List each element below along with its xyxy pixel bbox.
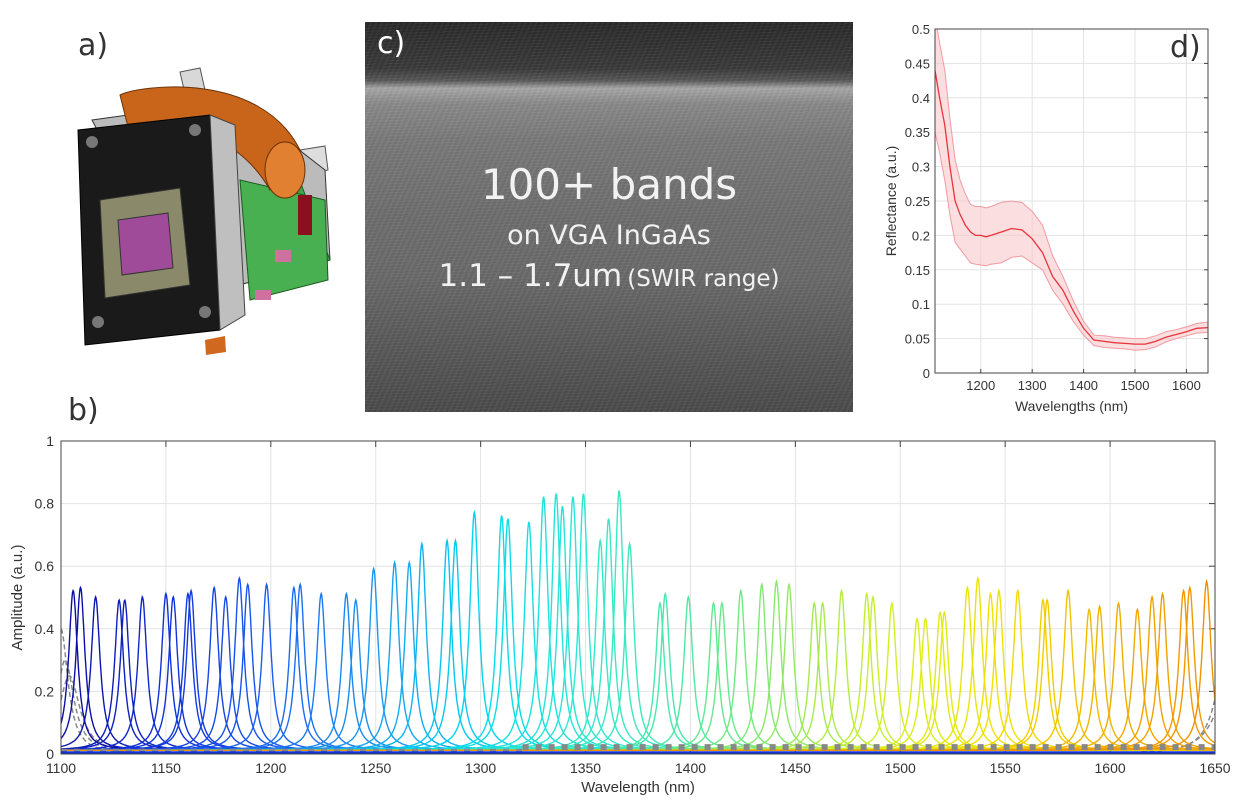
y-tick-label: 0.3 [912, 160, 930, 175]
mean-reflectance-line [935, 70, 1208, 345]
x-tick-label: 1400 [675, 760, 706, 776]
range-text: 1.1 – 1.7um [438, 258, 623, 294]
y-tick-label: 0.35 [905, 125, 930, 140]
x-tick-label: 1500 [1121, 378, 1150, 393]
x-tick-label: 1100 [46, 760, 76, 776]
y-tick-label: 0.2 [35, 683, 55, 699]
camera-module-image [77, 67, 331, 355]
x-tick-label: 1600 [1095, 760, 1126, 776]
x-axis-label: Wavelength (nm) [581, 779, 695, 796]
x-tick-label: 1300 [1018, 378, 1047, 393]
y-tick-label: 0.25 [905, 194, 930, 209]
panel-label-d: d) [1170, 30, 1201, 65]
y-tick-label: 0.45 [905, 56, 930, 71]
artifact-curve [1141, 713, 1216, 753]
y-tick-label: 0.05 [905, 332, 930, 347]
y-tick-label: 0.5 [912, 22, 930, 37]
y-tick-label: 0.4 [35, 621, 55, 637]
panel-label-a: a) [78, 28, 109, 63]
x-tick-label: 1200 [255, 760, 286, 776]
x-axis-label: Wavelengths (nm) [1015, 398, 1128, 414]
sensor-text: on VGA InGaAs [507, 220, 711, 251]
range-note-text: (SWIR range) [627, 266, 780, 292]
y-tick-label: 0.4 [912, 91, 930, 106]
x-tick-label: 1200 [966, 378, 995, 393]
x-tick-label: 1300 [465, 760, 496, 776]
x-tick-label: 1150 [151, 760, 181, 776]
x-tick-label: 1550 [990, 760, 1021, 776]
reflectance-chart: 1200 1300 1400 1500 1600 0 0.05 0.1 0.15 0.2 0.25 0… [883, 22, 1209, 414]
panel-label-c: c) [377, 26, 406, 61]
bands-count-text: 100+ bands [480, 160, 738, 209]
plot-area [61, 441, 1215, 754]
y-tick-label: 0.8 [35, 496, 55, 512]
y-tick-label: 1 [46, 433, 54, 449]
y-tick-label: 0.1 [912, 297, 930, 312]
axes-box [60, 440, 1216, 755]
y-axis-label: Reflectance (a.u.) [883, 146, 899, 257]
axes-box [934, 28, 1209, 374]
panel-label-b: b) [68, 393, 99, 428]
range-line: 1.1 – 1.7um (SWIR range) [365, 258, 853, 295]
x-tick-label: 1400 [1069, 378, 1098, 393]
std-band [935, 29, 1208, 351]
x-tick-label: 1350 [570, 760, 601, 776]
y-tick-label: 0.6 [35, 558, 55, 574]
y-tick-label: 0 [46, 746, 54, 762]
swir-image-panel [365, 22, 853, 412]
y-tick-label: 0 [923, 366, 930, 381]
y-tick-label: 0.2 [912, 228, 930, 243]
y-tick-label: 0.15 [905, 263, 930, 278]
x-tick-label: 1650 [1199, 760, 1230, 776]
x-tick-label: 1250 [360, 760, 391, 776]
x-tick-label: 1600 [1172, 378, 1201, 393]
filter-response-chart: 1100 1150 1200 1250 1300 1350 1400 1450 1500 1550… [9, 433, 1231, 796]
x-tick-label: 1500 [885, 760, 916, 776]
y-axis-label: Amplitude (a.u.) [9, 545, 26, 651]
x-tick-label: 1450 [780, 760, 811, 776]
